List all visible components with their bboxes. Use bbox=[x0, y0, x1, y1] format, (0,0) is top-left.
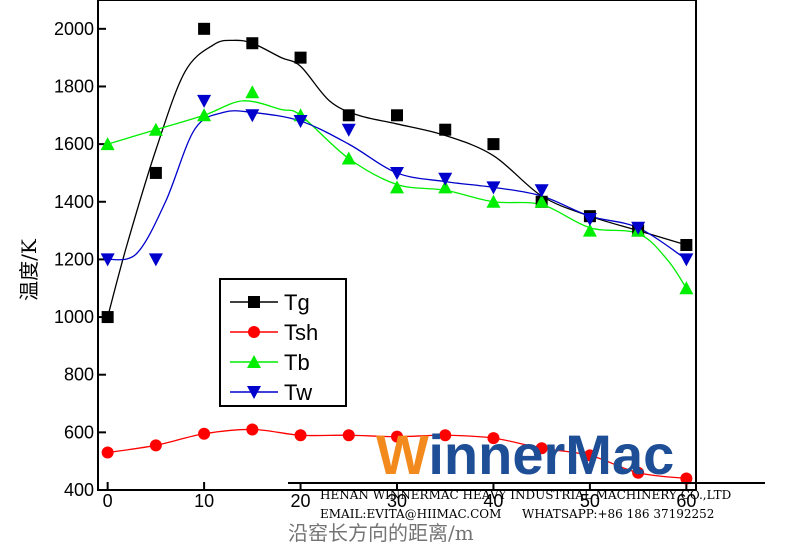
data-point-tw bbox=[582, 213, 597, 227]
data-point-tb bbox=[534, 194, 549, 208]
y-tick-label: 2000 bbox=[54, 19, 94, 39]
data-point-tb bbox=[245, 85, 260, 99]
data-point-tw bbox=[197, 94, 212, 108]
data-point-tsh bbox=[342, 429, 355, 442]
data-point-tsh bbox=[294, 429, 307, 442]
data-point-tsh bbox=[487, 432, 500, 445]
data-point-tb bbox=[197, 108, 212, 122]
watermark-logo-w: W bbox=[376, 423, 429, 486]
x-tick-label: 40 bbox=[483, 491, 503, 511]
y-tick-label: 800 bbox=[64, 365, 94, 385]
watermark-email: EMAIL:EVITA@HIIMAC.COM bbox=[320, 507, 501, 521]
legend-marker-tsh bbox=[248, 326, 260, 338]
x-tick-label: 0 bbox=[103, 491, 113, 511]
legend-marker-tb bbox=[247, 355, 261, 368]
data-point-tsh bbox=[535, 442, 548, 455]
series-lines bbox=[107, 39, 687, 480]
plot-frame bbox=[97, 0, 697, 491]
watermark-logo-mac: Mac bbox=[565, 423, 674, 486]
data-point-tb bbox=[390, 180, 404, 194]
watermark-company: HENAN WINNERMAC HEAVY INDUSTRIAL MACHINE… bbox=[320, 488, 731, 502]
data-point-tb bbox=[148, 122, 163, 136]
data-point-tw bbox=[534, 184, 549, 198]
watermark: WinnerMac HENAN WINNERMAC HEAVY INDUSTRI… bbox=[288, 423, 765, 521]
watermark-logo-inner: inner bbox=[428, 423, 565, 486]
data-point-tb bbox=[486, 194, 501, 208]
x-axis-ticks: 0 10 20 30 40 50 60 bbox=[103, 482, 696, 511]
data-point-tw bbox=[341, 123, 356, 137]
data-point-tg bbox=[439, 123, 452, 136]
y-tick-label: 1800 bbox=[54, 76, 94, 96]
data-point-tg bbox=[246, 37, 259, 50]
x-axis-label: 沿窑长方向的距离/m bbox=[288, 521, 474, 545]
watermark-logo: WinnerMac bbox=[376, 423, 674, 486]
data-point-tsh bbox=[101, 446, 114, 459]
data-point-tsh bbox=[632, 466, 645, 479]
legend-box bbox=[219, 278, 347, 407]
data-point-tw bbox=[293, 115, 308, 129]
y-tick-label: 1600 bbox=[54, 134, 94, 154]
watermark-whatsapp: WHATSAPP:+86 186 37192252 bbox=[522, 507, 714, 521]
data-point-tg bbox=[487, 138, 500, 151]
data-point-tw bbox=[390, 166, 404, 180]
legend-marker-tw bbox=[247, 386, 261, 399]
y-tick-label: 400 bbox=[64, 480, 94, 500]
y-axis-ticks: 400 600 800 1000 1200 1400 1600 1800 2000 bbox=[54, 19, 106, 500]
legend-items: Tg Tsh Tb Tw bbox=[230, 290, 318, 405]
data-point-tg bbox=[101, 311, 114, 324]
legend: Tg Tsh Tb Tw bbox=[219, 278, 347, 407]
x-tick-label: 20 bbox=[291, 491, 311, 511]
y-axis-label: 温度/K bbox=[17, 238, 41, 301]
data-point-tw bbox=[148, 253, 163, 267]
data-point-tsh bbox=[439, 429, 452, 442]
data-point-tg bbox=[391, 109, 403, 122]
data-point-tb bbox=[679, 281, 694, 295]
x-tick-label: 50 bbox=[580, 491, 600, 511]
data-point-tg bbox=[680, 239, 693, 251]
data-point-tw bbox=[245, 109, 260, 123]
data-point-tsh bbox=[391, 430, 403, 443]
data-point-tg bbox=[294, 51, 307, 64]
y-tick-label: 1400 bbox=[54, 192, 94, 212]
data-point-tg bbox=[198, 22, 211, 35]
series-line-tw bbox=[107, 110, 687, 261]
data-point-tsh bbox=[583, 449, 596, 462]
y-tick-label: 1000 bbox=[54, 307, 94, 327]
data-point-tsh bbox=[198, 427, 211, 440]
data-point-tb bbox=[341, 151, 356, 165]
data-point-tg bbox=[149, 166, 162, 179]
y-tick-label: 600 bbox=[64, 422, 94, 442]
data-point-tb bbox=[100, 137, 115, 151]
legend-label-tw: Tw bbox=[284, 380, 312, 405]
x-tick-label: 60 bbox=[676, 491, 696, 511]
data-point-tb bbox=[438, 180, 453, 194]
legend-label-tsh: Tsh bbox=[284, 320, 318, 345]
data-point-tw bbox=[438, 172, 453, 186]
data-point-tg bbox=[342, 109, 355, 122]
data-point-tsh bbox=[680, 472, 693, 485]
y-tick-label: 1200 bbox=[54, 249, 94, 269]
data-point-tw bbox=[486, 181, 501, 195]
x-tick-label: 10 bbox=[194, 491, 214, 511]
data-point-tw bbox=[679, 253, 694, 267]
legend-label-tb: Tb bbox=[284, 350, 310, 375]
data-point-tw bbox=[100, 253, 115, 267]
x-tick-label: 30 bbox=[387, 491, 407, 511]
legend-marker-tg bbox=[248, 296, 260, 308]
data-point-tb bbox=[582, 223, 597, 237]
series-markers bbox=[100, 22, 694, 485]
data-point-tw bbox=[631, 221, 646, 235]
legend-label-tg: Tg bbox=[284, 290, 310, 315]
data-point-tsh bbox=[149, 439, 162, 452]
data-point-tsh bbox=[246, 423, 259, 436]
